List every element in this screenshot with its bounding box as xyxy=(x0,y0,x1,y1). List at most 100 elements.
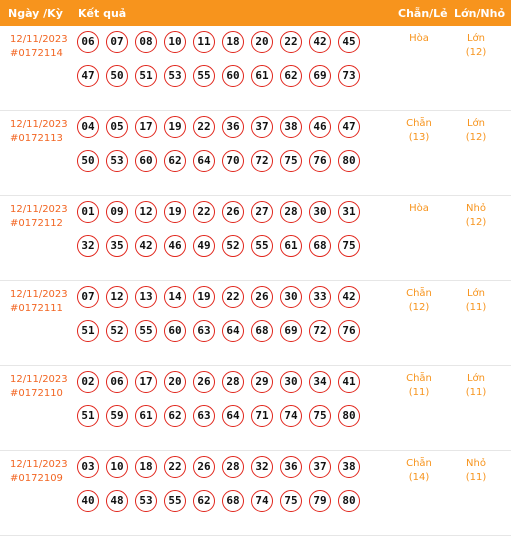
number-ball: 80 xyxy=(338,490,360,512)
number-ball: 26 xyxy=(193,456,215,478)
number-ball: 47 xyxy=(77,65,99,87)
number-ball: 26 xyxy=(193,371,215,393)
number-ball: 35 xyxy=(106,235,128,257)
number-ball: 46 xyxy=(309,116,331,138)
header-result: Kết quả xyxy=(78,7,127,20)
number-ball: 22 xyxy=(193,201,215,223)
lonnho-cell: Lớn (12) xyxy=(451,117,501,145)
header-date: Ngày /Kỳ xyxy=(8,7,63,20)
table-row[interactable]: 12/11/2023 #0172114 06 07 08 10 11 18 20 22 42 45 47… xyxy=(0,26,511,111)
number-ball: 36 xyxy=(280,456,302,478)
number-ball: 04 xyxy=(77,116,99,138)
table-row[interactable]: 12/11/2023 #0172112 01 09 12 19 22 26 27 28 30 31 32… xyxy=(0,196,511,281)
number-ball: 09 xyxy=(106,201,128,223)
draw-code: #0172114 xyxy=(10,48,63,59)
number-ball: 75 xyxy=(338,235,360,257)
lonnho-count: (12) xyxy=(465,217,487,228)
number-ball: 33 xyxy=(309,286,331,308)
number-ball: 36 xyxy=(222,116,244,138)
number-ball: 46 xyxy=(164,235,186,257)
number-ball: 06 xyxy=(106,371,128,393)
lonnho-cell: Lớn (11) xyxy=(451,372,501,400)
number-ball: 52 xyxy=(106,320,128,342)
number-ball: 22 xyxy=(164,456,186,478)
chanle-cell: Hòa xyxy=(394,32,444,46)
number-ball: 69 xyxy=(280,320,302,342)
chanle-label: Chẵn xyxy=(406,373,432,384)
lonnho-count: (11) xyxy=(465,387,487,398)
lonnho-cell: Lớn (12) xyxy=(451,32,501,60)
number-ball: 32 xyxy=(77,235,99,257)
chanle-cell: Chẵn (14) xyxy=(394,457,444,485)
lonnho-count: (11) xyxy=(465,302,487,313)
lonnho-label: Nhỏ xyxy=(466,203,486,214)
lonnho-cell: Lớn (11) xyxy=(451,287,501,315)
lonnho-label: Lớn xyxy=(466,33,486,44)
number-ball: 31 xyxy=(338,201,360,223)
number-ball: 19 xyxy=(164,201,186,223)
number-ball: 19 xyxy=(164,116,186,138)
number-ball: 55 xyxy=(135,320,157,342)
number-ball: 12 xyxy=(135,201,157,223)
table-row[interactable]: 12/11/2023 #0172109 03 10 18 22 26 28 32 36 37 38 40… xyxy=(0,451,511,536)
number-ball: 18 xyxy=(222,31,244,53)
number-ball: 50 xyxy=(77,150,99,172)
number-ball: 62 xyxy=(164,150,186,172)
draw-date: 12/11/2023 xyxy=(10,459,68,470)
lonnho-cell: Nhỏ (12) xyxy=(451,202,501,230)
number-ball: 02 xyxy=(77,371,99,393)
lonnho-label: Nhỏ xyxy=(466,458,486,469)
chanle-label: Chẵn xyxy=(406,118,432,129)
number-ball: 12 xyxy=(106,286,128,308)
number-ball: 18 xyxy=(135,456,157,478)
number-ball: 80 xyxy=(338,405,360,427)
chanle-count: (14) xyxy=(408,472,430,483)
number-ball: 47 xyxy=(338,116,360,138)
lonnho-count: (12) xyxy=(465,47,487,58)
number-ball: 42 xyxy=(309,31,331,53)
table-row[interactable]: 12/11/2023 #0172113 04 05 17 19 22 36 37 38 46 47 50… xyxy=(0,111,511,196)
number-ball: 32 xyxy=(251,456,273,478)
number-ball: 28 xyxy=(280,201,302,223)
table-row[interactable]: 12/11/2023 #0172110 02 06 17 20 26 28 29 30 34 41 51… xyxy=(0,366,511,451)
number-ball: 03 xyxy=(77,456,99,478)
table-row[interactable]: 12/11/2023 #0172111 07 12 13 14 19 22 26 30 33 42 51… xyxy=(0,281,511,366)
number-ball: 34 xyxy=(309,371,331,393)
number-ball: 41 xyxy=(338,371,360,393)
number-ball: 45 xyxy=(338,31,360,53)
number-ball: 19 xyxy=(193,286,215,308)
draw-date: 12/11/2023 xyxy=(10,204,68,215)
number-ball: 61 xyxy=(135,405,157,427)
number-ball: 48 xyxy=(106,490,128,512)
number-ball: 53 xyxy=(106,150,128,172)
number-ball: 72 xyxy=(251,150,273,172)
number-ball: 70 xyxy=(222,150,244,172)
chanle-label: Hòa xyxy=(409,33,429,44)
number-ball: 75 xyxy=(280,150,302,172)
number-ball: 07 xyxy=(106,31,128,53)
number-ball: 51 xyxy=(135,65,157,87)
number-ball: 68 xyxy=(222,490,244,512)
chanle-label: Hòa xyxy=(409,203,429,214)
number-ball: 49 xyxy=(193,235,215,257)
chanle-count: (11) xyxy=(408,387,430,398)
number-ball: 27 xyxy=(251,201,273,223)
number-ball: 64 xyxy=(222,320,244,342)
draw-date: 12/11/2023 xyxy=(10,374,68,385)
number-ball: 53 xyxy=(135,490,157,512)
number-ball: 22 xyxy=(222,286,244,308)
table-body: 12/11/2023 #0172114 06 07 08 10 11 18 20 22 42 45 47… xyxy=(0,26,511,536)
number-ball: 51 xyxy=(77,320,99,342)
lonnho-label: Lớn xyxy=(466,373,486,384)
number-ball: 17 xyxy=(135,116,157,138)
number-ball: 06 xyxy=(77,31,99,53)
number-ball: 20 xyxy=(251,31,273,53)
number-ball: 42 xyxy=(135,235,157,257)
number-ball: 38 xyxy=(280,116,302,138)
chanle-count: (13) xyxy=(408,132,430,143)
number-ball: 01 xyxy=(77,201,99,223)
number-ball: 74 xyxy=(251,490,273,512)
number-ball: 40 xyxy=(77,490,99,512)
number-ball: 55 xyxy=(193,65,215,87)
